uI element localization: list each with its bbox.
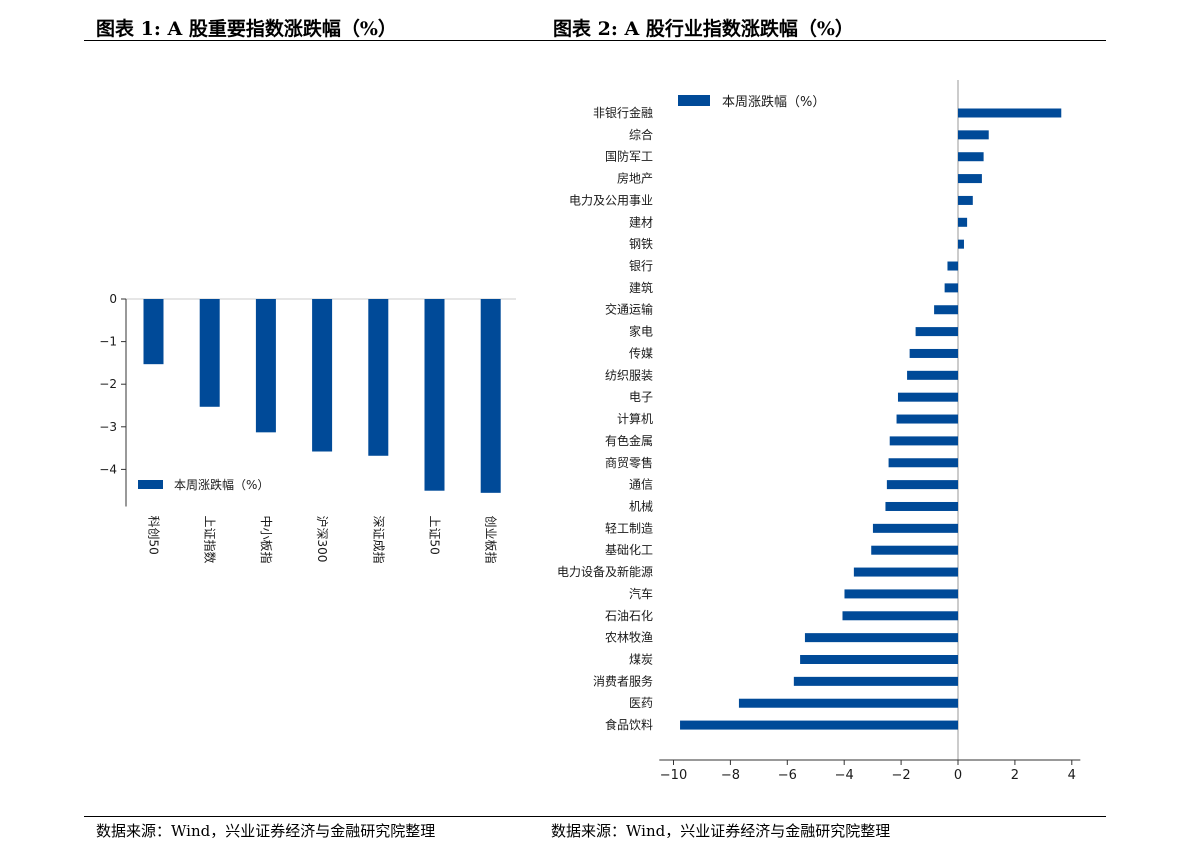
y-tick-label: 基础化工 bbox=[605, 543, 653, 557]
bar bbox=[958, 174, 982, 184]
x-tick-label: −4 bbox=[835, 768, 854, 783]
y-tick-label: 汽车 bbox=[629, 586, 653, 601]
x-tick-label: −10 bbox=[660, 768, 687, 783]
bar bbox=[958, 152, 984, 162]
bar bbox=[842, 611, 958, 621]
industry-change-bar-chart: −10 −8 −6 −4 −2 0 2 4 非银行金融综合国防军工房地产电力及公用事业建材钢铁银… bbox=[557, 80, 1081, 783]
legend-label: 本周涨跌幅（%） bbox=[722, 94, 825, 110]
bar bbox=[934, 305, 958, 315]
bar bbox=[958, 195, 973, 205]
y-tick-label: −3 bbox=[99, 420, 117, 434]
y-tick-label: 农林牧渔 bbox=[605, 631, 653, 645]
x-tick-label: 沪深300 bbox=[315, 515, 329, 562]
bar bbox=[909, 348, 958, 358]
x-tick-label: 中小板指 bbox=[259, 515, 274, 563]
bar bbox=[424, 299, 445, 491]
legend-swatch bbox=[138, 480, 163, 489]
legend-swatch bbox=[678, 95, 710, 106]
y-tick-label: 石油石化 bbox=[605, 609, 653, 623]
y-tick-label: 传媒 bbox=[629, 345, 653, 360]
y-tick-label: 煤炭 bbox=[629, 653, 653, 667]
bar bbox=[958, 217, 968, 227]
x-tick-label: 科创50 bbox=[147, 515, 161, 554]
bar bbox=[143, 299, 164, 365]
y-tick-label: 有色金属 bbox=[605, 433, 653, 448]
bar bbox=[255, 299, 276, 433]
x-tick-label: 上证指数 bbox=[203, 515, 218, 563]
y-tick-label: 房地产 bbox=[617, 171, 653, 186]
y-tick-label: 消费者服务 bbox=[593, 673, 653, 688]
figure-1-title: 图表 1: A 股重要指数涨跌幅（%） bbox=[96, 18, 397, 40]
bar bbox=[199, 299, 220, 407]
bar bbox=[480, 299, 501, 493]
bar bbox=[958, 108, 1062, 118]
bar bbox=[888, 458, 958, 468]
y-tick-label: 银行 bbox=[629, 259, 653, 273]
bar bbox=[800, 655, 958, 664]
y-tick-label: 0 bbox=[109, 292, 117, 306]
y-tick-label: 电子 bbox=[629, 390, 653, 404]
index-change-bar-chart: 0 −1 −2 −3 −4 科创50 上证指数 中小板指 沪深300 深证成指 上证50 创业板指 本周… bbox=[99, 292, 516, 563]
y-tick-label: −1 bbox=[99, 335, 117, 349]
y-tick-label: −2 bbox=[99, 377, 117, 391]
y-tick-label: 商贸零售 bbox=[605, 455, 653, 470]
bar bbox=[896, 414, 958, 424]
bar bbox=[738, 698, 958, 708]
bar bbox=[889, 436, 958, 446]
y-tick-label: −4 bbox=[99, 462, 117, 476]
bar bbox=[872, 523, 958, 533]
bottom-rule bbox=[84, 816, 1106, 817]
source-note-left: 数据来源：Wind，兴业证券经济与金融研究院整理 bbox=[96, 822, 436, 840]
y-tick-label: 建材 bbox=[629, 215, 653, 229]
bar bbox=[958, 239, 964, 249]
y-tick-label: 交通运输 bbox=[605, 302, 653, 317]
x-tick-label: −6 bbox=[778, 768, 797, 783]
y-tick-label: 通信 bbox=[629, 478, 653, 492]
y-tick-label: 非银行金融 bbox=[593, 105, 653, 120]
source-note-right: 数据来源：Wind，兴业证券经济与金融研究院整理 bbox=[551, 822, 891, 840]
figure-2-title: 图表 2: A 股行业指数涨跌幅（%） bbox=[553, 18, 854, 40]
x-tick-label: 上证50 bbox=[428, 515, 442, 554]
x-tick-label: 创业板指 bbox=[484, 515, 499, 563]
bar bbox=[312, 299, 333, 452]
bar bbox=[944, 283, 958, 293]
legend-label: 本周涨跌幅（%） bbox=[174, 477, 269, 492]
y-tick-label: 机械 bbox=[629, 498, 653, 513]
x-tick-label: 4 bbox=[1068, 768, 1076, 783]
x-tick-label: −2 bbox=[892, 768, 911, 783]
bar bbox=[947, 261, 958, 271]
bar bbox=[793, 676, 958, 686]
x-tick-label: 深证成指 bbox=[371, 515, 386, 563]
y-tick-label: 电力设备及新能源 bbox=[557, 564, 653, 579]
x-tick-label: 2 bbox=[1011, 768, 1019, 783]
bar bbox=[804, 633, 958, 643]
y-tick-label: 钢铁 bbox=[629, 237, 653, 251]
bar bbox=[885, 501, 958, 511]
y-tick-label: 综合 bbox=[629, 127, 653, 142]
y-tick-label: 纺织服装 bbox=[605, 368, 653, 382]
bar bbox=[958, 130, 989, 140]
bar bbox=[907, 370, 958, 380]
y-tick-label: 家电 bbox=[629, 324, 653, 339]
bar bbox=[886, 480, 958, 490]
top-rule bbox=[84, 40, 1106, 41]
x-tick-label: 0 bbox=[954, 768, 962, 783]
y-tick-label: 国防军工 bbox=[605, 149, 653, 164]
y-tick-label: 轻工制造 bbox=[605, 521, 653, 535]
y-tick-label: 医药 bbox=[629, 696, 653, 710]
y-tick-label: 计算机 bbox=[617, 411, 653, 426]
bar bbox=[915, 327, 958, 337]
bar bbox=[853, 567, 958, 577]
y-tick-label: 建筑 bbox=[629, 280, 653, 295]
x-tick-label: −8 bbox=[721, 768, 740, 783]
y-tick-label: 电力及公用事业 bbox=[569, 193, 653, 207]
bar bbox=[897, 392, 958, 402]
bar bbox=[844, 589, 958, 599]
y-tick-label: 食品饮料 bbox=[605, 717, 653, 732]
bar bbox=[871, 545, 958, 555]
bar bbox=[368, 299, 389, 456]
bar bbox=[680, 720, 958, 730]
